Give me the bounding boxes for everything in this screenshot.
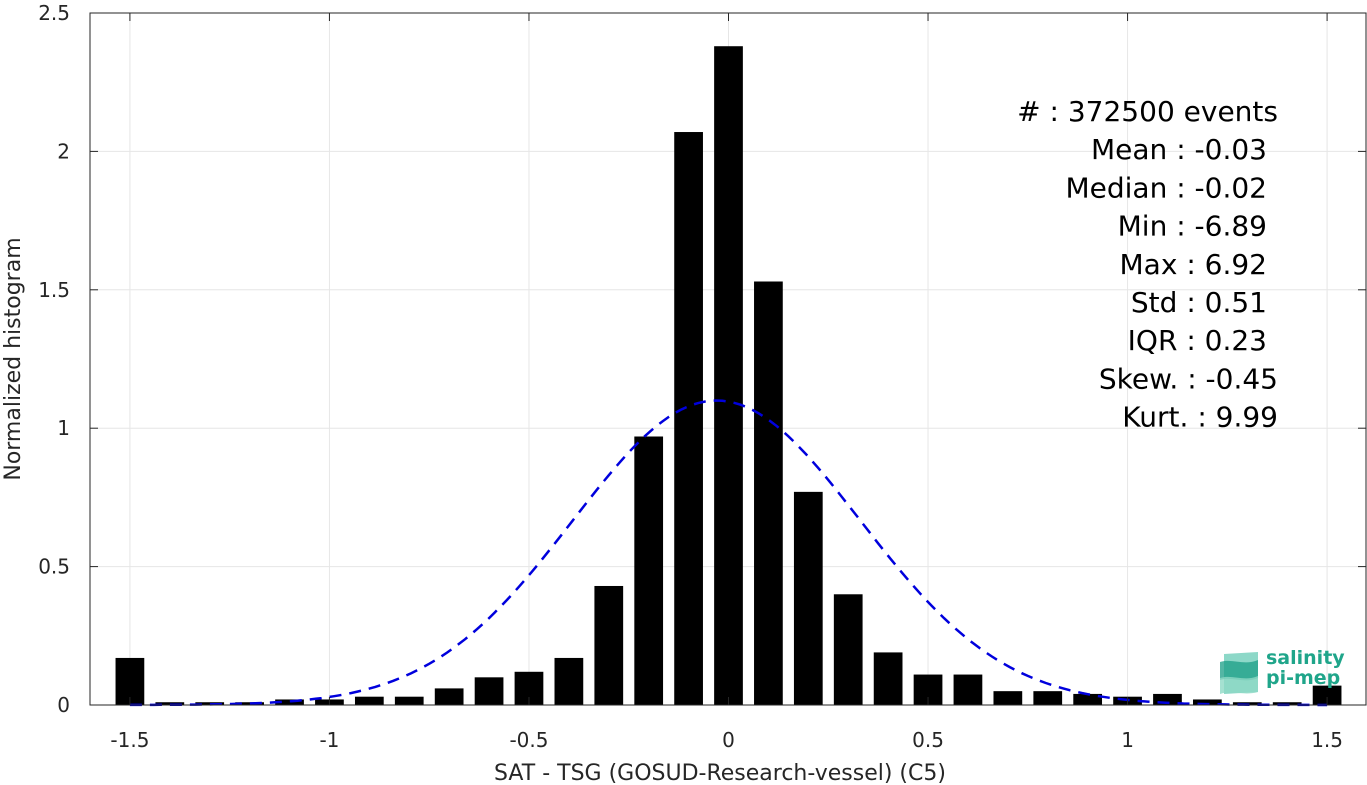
- histogram-bar: [434, 688, 464, 705]
- histogram-bar: [1073, 693, 1103, 705]
- stat-label: Kurt.: [1122, 401, 1197, 434]
- salinity-pi-mep-logo: salinity pi-mep: [1218, 648, 1348, 696]
- x-tick-label: 1: [1121, 728, 1134, 752]
- stat-line: Median : -0.02: [1065, 171, 1267, 204]
- y-tick-label: 1.5: [38, 278, 70, 302]
- y-axis-label: Normalized histogram: [1, 237, 26, 480]
- x-tick-label: 1.5: [1311, 728, 1343, 752]
- histogram-bar: [594, 585, 624, 705]
- x-tick-label: -1: [319, 728, 339, 752]
- stat-value: : 6.92: [1186, 248, 1267, 281]
- stat-label: IQR: [1128, 324, 1187, 357]
- stat-label: Skew.: [1099, 362, 1187, 395]
- stat-label: Max: [1120, 248, 1187, 281]
- stat-value: : -0.02: [1176, 171, 1267, 204]
- stat-value: : 0.23: [1186, 324, 1267, 357]
- logo-line-2: pi-mep: [1266, 667, 1341, 689]
- histogram-bar: [674, 132, 703, 706]
- stat-line: Max : 6.92: [1120, 248, 1267, 281]
- histogram-bar: [474, 677, 504, 705]
- x-axis-label: SAT - TSG (GOSUD-Research-vessel) (C5): [494, 761, 946, 785]
- histogram-bar: [394, 696, 424, 705]
- stat-line: Mean : -0.03: [1091, 133, 1267, 166]
- stat-value: : -0.03: [1176, 133, 1267, 166]
- histogram-bar: [634, 436, 664, 705]
- histogram-bar: [754, 281, 783, 705]
- histogram-bar: [1153, 693, 1182, 705]
- histogram-bar: [354, 696, 384, 705]
- y-tick-label: 2.5: [38, 1, 70, 25]
- x-tick-label: -0.5: [509, 728, 548, 752]
- stat-value: : 0.51: [1186, 286, 1267, 319]
- stat-value: : 372500 events: [1050, 95, 1278, 128]
- y-tick-label: 0: [57, 693, 70, 717]
- stat-line: Kurt. : 9.99: [1122, 401, 1278, 434]
- histogram-bar: [554, 657, 584, 705]
- histogram-bar: [833, 594, 863, 705]
- histogram-bars: [115, 46, 1342, 706]
- histogram-bar: [953, 674, 983, 705]
- histogram-bar: [714, 46, 743, 705]
- stat-value: : 9.99: [1197, 401, 1278, 434]
- histogram-bar: [155, 702, 185, 705]
- histogram-bar: [235, 702, 264, 705]
- histogram-bar: [1272, 702, 1302, 705]
- stat-label: #: [1017, 95, 1049, 128]
- histogram-bar: [1312, 685, 1342, 705]
- histogram-bar: [275, 699, 304, 705]
- x-tick-labels: -1.5 -1 -0.5 0 0.5 1 1.5: [110, 728, 1343, 752]
- logo-line-1: salinity: [1266, 647, 1345, 669]
- stat-line: # : 372500 events: [1017, 95, 1278, 128]
- x-tick-label: 0: [722, 728, 735, 752]
- y-tick-label: 0.5: [38, 555, 70, 579]
- stat-label: Median: [1065, 171, 1176, 204]
- x-tick-label: 0.5: [912, 728, 944, 752]
- histogram-bar: [993, 691, 1023, 705]
- stat-line: Std : 0.51: [1131, 286, 1267, 319]
- histogram-bar: [1033, 691, 1063, 705]
- stat-line: Min : -6.89: [1118, 210, 1267, 243]
- histogram-bar: [793, 491, 823, 705]
- stat-label: Min: [1118, 210, 1177, 243]
- histogram-bar: [873, 652, 903, 705]
- y-tick-label: 1: [57, 416, 70, 440]
- stat-label: Mean: [1091, 133, 1176, 166]
- stat-label: Std: [1131, 286, 1186, 319]
- histogram-bar: [1193, 699, 1222, 705]
- y-tick-label: 2: [57, 139, 70, 163]
- x-tick-label: -1.5: [110, 728, 149, 752]
- y-tick-labels: 0 0.5 1 1.5 2 2.5: [38, 1, 70, 717]
- stat-value: : -6.89: [1176, 210, 1267, 243]
- axis-ticks: [90, 12, 1366, 706]
- stat-line: IQR : 0.23: [1128, 324, 1267, 357]
- stat-line: Skew. : -0.45: [1099, 362, 1278, 395]
- wave-logo-icon: [1220, 652, 1258, 694]
- histogram-bar: [195, 702, 225, 705]
- stat-value: : -0.45: [1187, 362, 1278, 395]
